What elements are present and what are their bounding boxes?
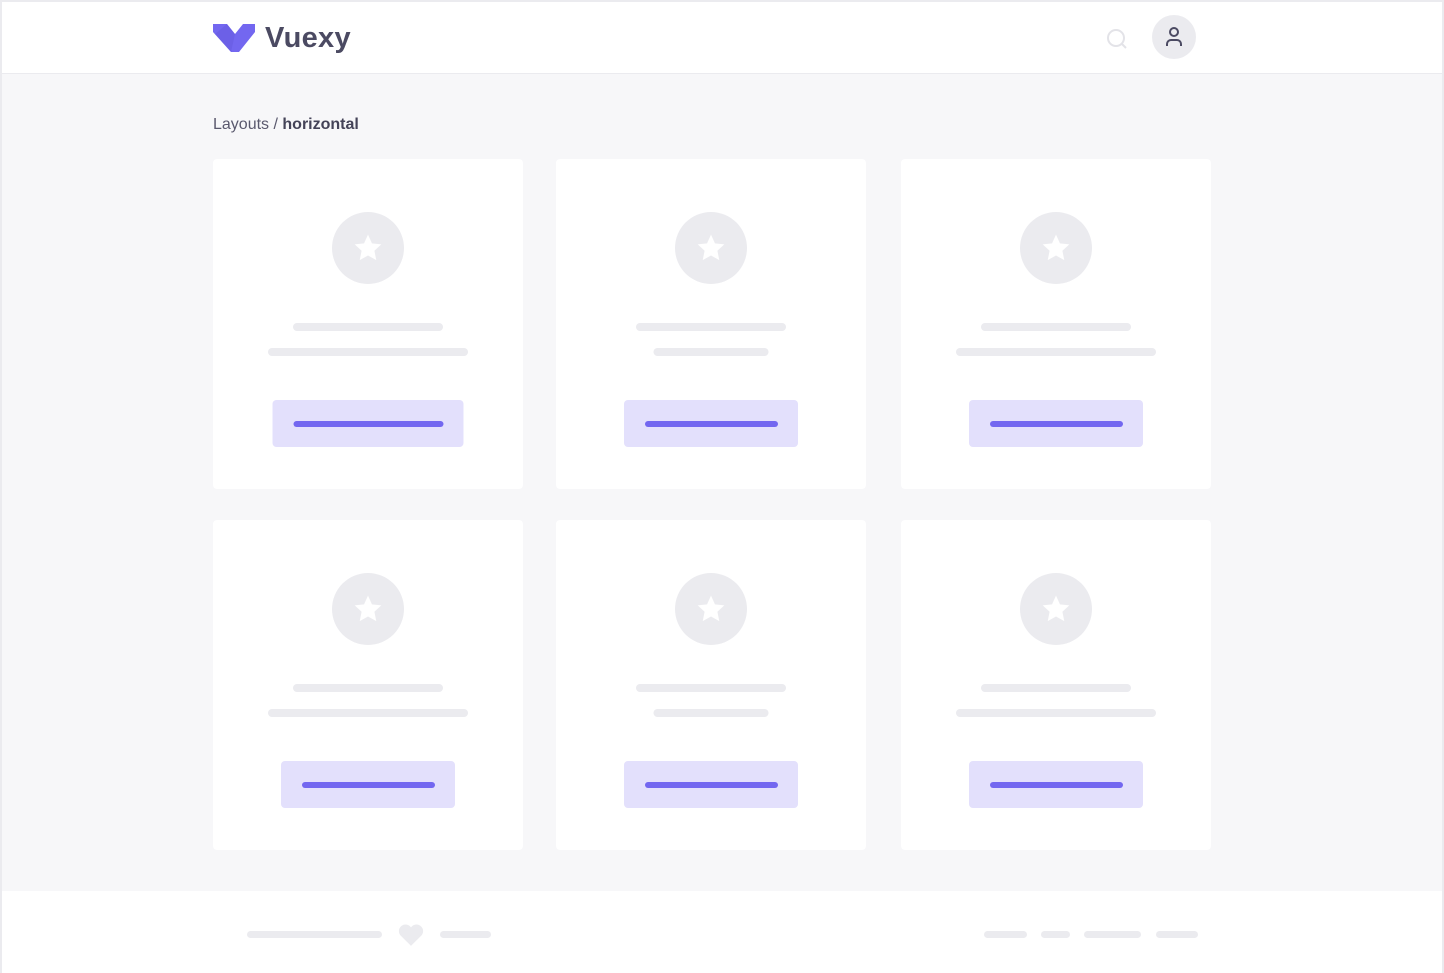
card-title-placeholder: [981, 323, 1131, 331]
star-icon: [697, 234, 725, 261]
card-avatar: [1020, 573, 1092, 645]
card-avatar: [332, 573, 404, 645]
heart-icon: [398, 924, 424, 946]
card-button[interactable]: [281, 761, 455, 808]
footer-link[interactable]: [1041, 931, 1070, 938]
card-button[interactable]: [624, 761, 798, 808]
breadcrumb-separator: /: [269, 116, 283, 133]
card-title-placeholder: [981, 684, 1131, 692]
card-title-placeholder: [293, 684, 443, 692]
card: [901, 159, 1211, 489]
card-text-placeholder: [268, 348, 468, 356]
card-button[interactable]: [969, 761, 1143, 808]
card: [556, 520, 866, 850]
card: [556, 159, 866, 489]
card: [213, 159, 523, 489]
card-avatar: [675, 573, 747, 645]
card-text-placeholder: [268, 709, 468, 717]
card-text-placeholder: [956, 348, 1156, 356]
card-button-label-placeholder: [989, 420, 1123, 427]
card-button[interactable]: [272, 400, 464, 447]
footer: [2, 891, 1442, 973]
footer-link[interactable]: [1084, 931, 1141, 938]
card-text-placeholder: [653, 348, 769, 356]
card: [213, 520, 523, 850]
card-text-placeholder: [653, 709, 769, 717]
footer-placeholder: [440, 931, 491, 938]
card-title-placeholder: [293, 323, 443, 331]
card-avatar: [675, 212, 747, 284]
card-button-label-placeholder: [644, 420, 778, 427]
star-icon: [1042, 234, 1070, 261]
card-title-placeholder: [636, 323, 786, 331]
brand-name[interactable]: Vuexy: [265, 22, 351, 54]
footer-link[interactable]: [1156, 931, 1198, 938]
card-button[interactable]: [969, 400, 1143, 447]
star-icon: [354, 595, 382, 622]
footer-link[interactable]: [984, 931, 1027, 938]
card-button-label-placeholder: [301, 781, 435, 788]
card: [901, 520, 1211, 850]
avatar[interactable]: [1152, 15, 1196, 59]
star-icon: [697, 595, 725, 622]
card-button-label-placeholder: [644, 781, 778, 788]
card-avatar: [1020, 212, 1092, 284]
user-icon: [1166, 27, 1182, 46]
top-navbar: Vuexy: [2, 2, 1442, 74]
card-button-label-placeholder: [293, 420, 443, 427]
card-title-placeholder: [636, 684, 786, 692]
card-text-placeholder: [956, 709, 1156, 717]
vuexy-logo-icon[interactable]: [213, 22, 257, 54]
card-avatar: [332, 212, 404, 284]
search-icon[interactable]: [1105, 27, 1129, 51]
breadcrumb-parent[interactable]: Layouts: [213, 116, 270, 133]
breadcrumb: Layouts / horizontal: [213, 116, 359, 134]
card-button-label-placeholder: [989, 781, 1123, 788]
star-icon: [1042, 595, 1070, 622]
breadcrumb-current: horizontal: [282, 116, 359, 133]
card-button[interactable]: [624, 400, 798, 447]
footer-placeholder: [247, 931, 382, 938]
star-icon: [354, 234, 382, 261]
